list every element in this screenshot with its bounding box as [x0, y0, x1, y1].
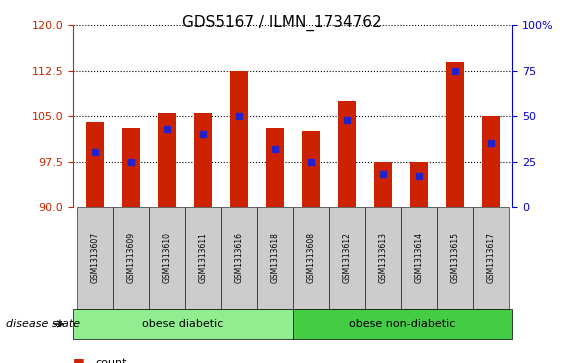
- Bar: [374, 162, 392, 207]
- Bar: [77, 207, 113, 309]
- Text: GSM1313608: GSM1313608: [306, 232, 315, 283]
- Bar: [149, 207, 185, 309]
- Text: GSM1313617: GSM1313617: [486, 232, 495, 283]
- Text: obese diabetic: obese diabetic: [142, 319, 224, 329]
- Text: GSM1313607: GSM1313607: [90, 232, 99, 283]
- Bar: [230, 71, 248, 207]
- Text: obese non-diabetic: obese non-diabetic: [350, 319, 455, 329]
- Bar: [221, 207, 257, 309]
- Text: GDS5167 / ILMN_1734762: GDS5167 / ILMN_1734762: [182, 15, 381, 31]
- Bar: [86, 122, 104, 207]
- Bar: [257, 207, 293, 309]
- Text: disease state: disease state: [6, 319, 80, 329]
- Text: GSM1313616: GSM1313616: [234, 232, 243, 283]
- Bar: [365, 207, 401, 309]
- Bar: [293, 309, 512, 339]
- Text: GSM1313612: GSM1313612: [342, 232, 351, 283]
- Bar: [158, 113, 176, 207]
- Text: GSM1313618: GSM1313618: [270, 232, 279, 283]
- Bar: [446, 62, 464, 207]
- Bar: [437, 207, 473, 309]
- Bar: [73, 309, 293, 339]
- Bar: [302, 131, 320, 207]
- Text: GSM1313610: GSM1313610: [162, 232, 171, 283]
- Bar: [338, 101, 356, 207]
- Bar: [410, 162, 428, 207]
- Bar: [122, 128, 140, 207]
- Bar: [329, 207, 365, 309]
- Text: GSM1313609: GSM1313609: [126, 232, 135, 283]
- Bar: [185, 207, 221, 309]
- Bar: [482, 116, 500, 207]
- Text: GSM1313615: GSM1313615: [450, 232, 459, 283]
- Text: count: count: [96, 358, 127, 363]
- Bar: [293, 207, 329, 309]
- Text: GSM1313613: GSM1313613: [378, 232, 387, 283]
- Bar: [401, 207, 437, 309]
- Bar: [266, 128, 284, 207]
- Bar: [194, 113, 212, 207]
- Bar: [473, 207, 509, 309]
- Bar: [113, 207, 149, 309]
- Text: GSM1313611: GSM1313611: [198, 232, 207, 283]
- Text: GSM1313614: GSM1313614: [414, 232, 423, 283]
- Text: ■: ■: [73, 356, 85, 363]
